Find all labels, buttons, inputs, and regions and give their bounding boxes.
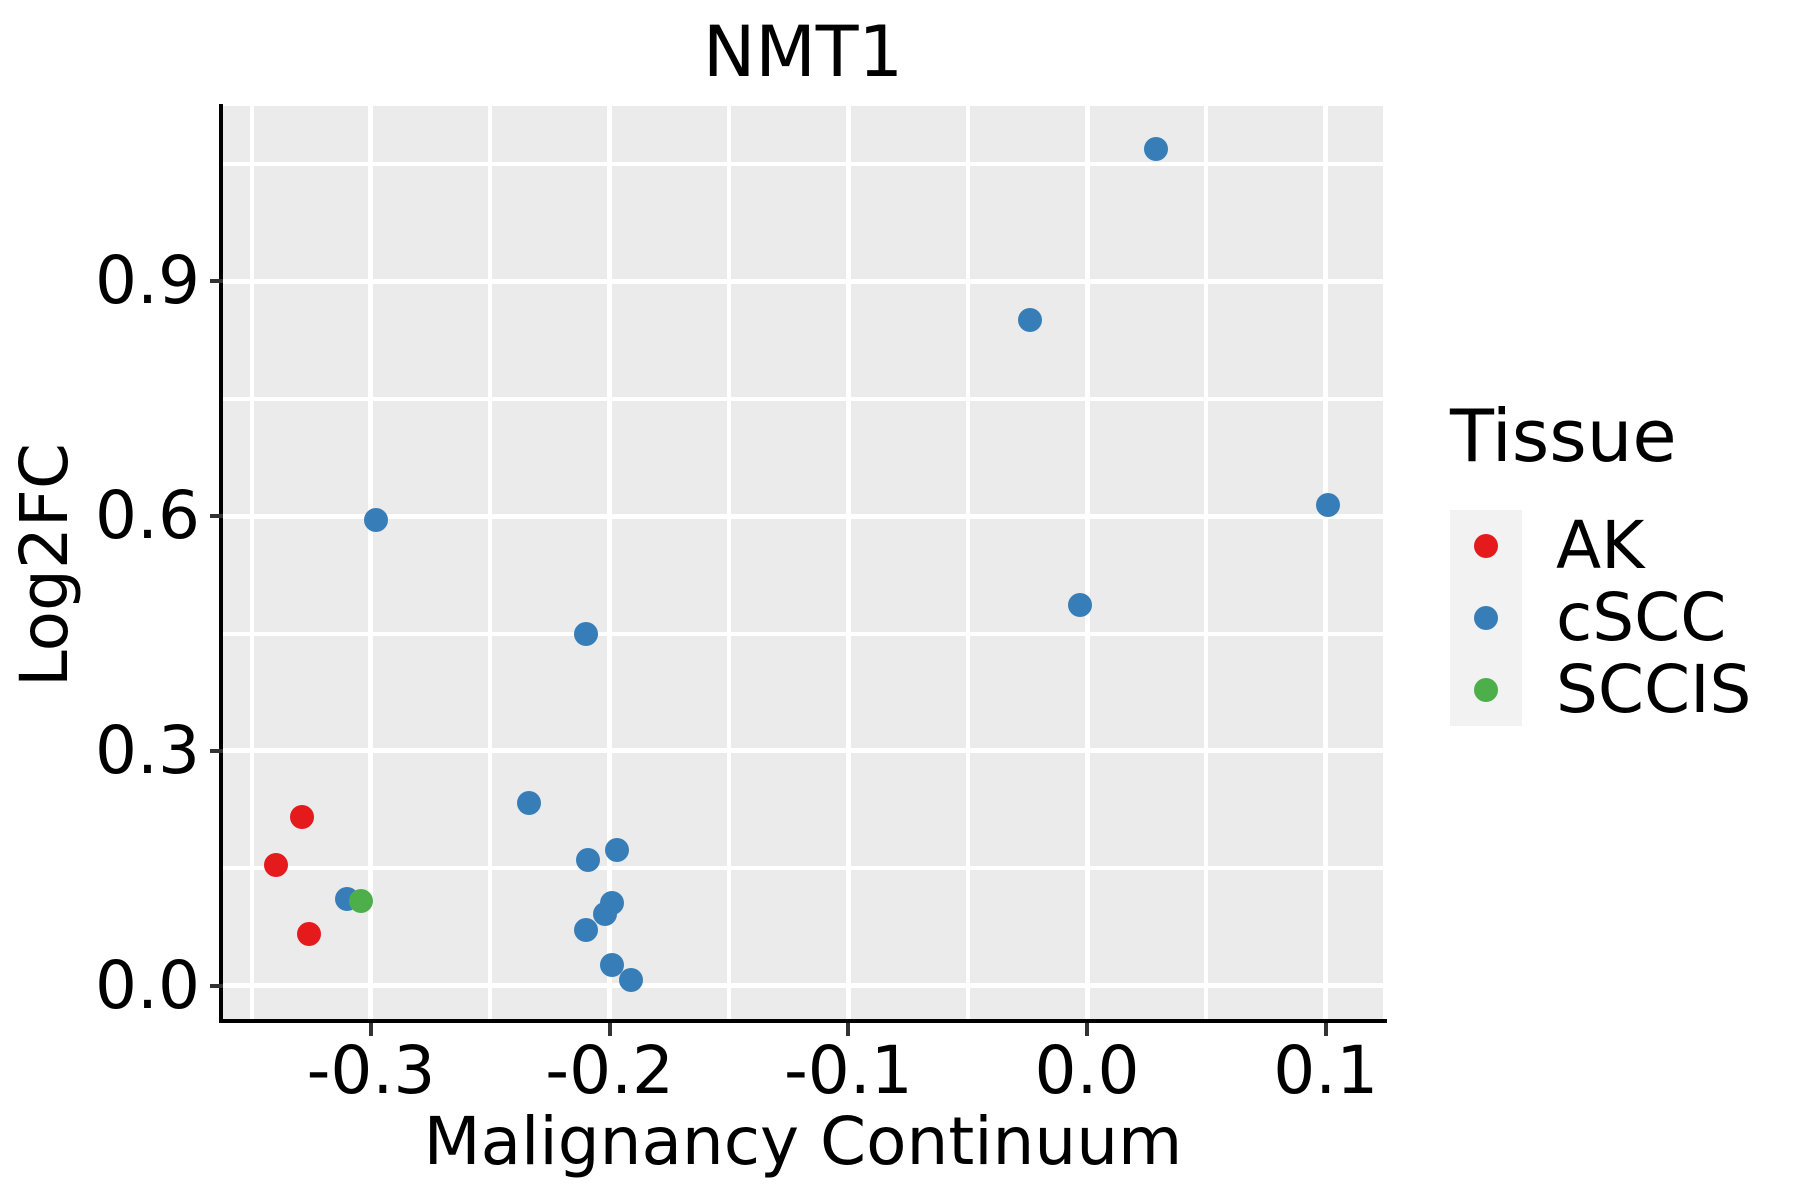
y-minor-gridline [223, 396, 1383, 401]
y-tick-label: 0.9 [95, 242, 200, 320]
x-tick-label: 0.1 [1273, 1032, 1379, 1109]
x-tick-mark [846, 1023, 851, 1036]
x-minor-gridline [965, 106, 970, 1021]
y-major-gridline [223, 278, 1383, 284]
data-point-cSCC [1316, 493, 1341, 518]
x-minor-gridline [488, 106, 493, 1021]
data-point-AK [263, 853, 288, 878]
x-major-gridline [1084, 106, 1090, 1021]
data-point-cSCC [576, 847, 601, 872]
legend-dot-icon [1474, 534, 1498, 558]
legend-items: AK cSCC SCCIS [1450, 510, 1751, 726]
y-axis-title: Log2FC [6, 443, 83, 687]
legend-key [1450, 510, 1522, 582]
legend-title: Tissue [1450, 394, 1677, 478]
y-tick-mark [210, 514, 223, 519]
x-minor-gridline [249, 106, 254, 1021]
x-tick-label: -0.2 [545, 1032, 675, 1109]
legend: Tissue AK cSCC SCCIS [1450, 400, 1751, 726]
legend-item-label: AK [1556, 507, 1645, 584]
x-tick-mark [607, 1023, 612, 1036]
y-axis-line [219, 104, 223, 1023]
data-point-cSCC [516, 790, 541, 815]
x-tick-label: -0.1 [783, 1032, 913, 1109]
y-minor-gridline [223, 866, 1383, 871]
legend-dot-icon [1474, 678, 1498, 702]
y-major-gridline [223, 513, 1383, 519]
y-tick-mark [210, 748, 223, 753]
y-tick-label: 0.6 [95, 477, 200, 555]
legend-key [1450, 654, 1522, 726]
y-tick-mark [210, 279, 223, 284]
x-tick-mark [368, 1023, 373, 1036]
y-tick-mark [210, 983, 223, 988]
data-point-cSCC [1144, 137, 1169, 162]
y-major-gridline [223, 748, 1383, 754]
data-point-cSCC [363, 508, 388, 533]
y-minor-gridline [223, 161, 1383, 166]
x-tick-mark [1323, 1023, 1328, 1036]
y-tick-label: 0.0 [95, 946, 200, 1024]
x-tick-label: 0.0 [1034, 1032, 1140, 1109]
data-point-cSCC [1067, 592, 1092, 617]
data-point-cSCC [573, 621, 598, 646]
data-point-cSCC [573, 918, 598, 943]
legend-item-label: SCCIS [1556, 651, 1752, 728]
x-major-gridline [845, 106, 851, 1021]
legend-item-label: cSCC [1556, 579, 1727, 656]
legend-key [1450, 582, 1522, 654]
x-tick-mark [1085, 1023, 1090, 1036]
data-point-cSCC [600, 890, 625, 915]
data-point-AK [289, 805, 314, 830]
x-major-gridline [1323, 106, 1329, 1021]
x-minor-gridline [1204, 106, 1209, 1021]
x-axis-title: Malignancy Continuum [423, 1103, 1183, 1180]
data-point-SCCIS [349, 889, 374, 914]
data-point-cSCC [619, 968, 644, 993]
x-minor-gridline [727, 106, 731, 1021]
x-major-gridline [607, 106, 613, 1021]
legend-dot-icon [1474, 606, 1498, 630]
data-point-cSCC [1017, 307, 1042, 332]
data-point-AK [296, 922, 321, 947]
x-tick-label: -0.3 [306, 1032, 436, 1109]
x-axis-line [219, 1019, 1387, 1023]
y-minor-gridline [223, 631, 1383, 636]
plot-title: NMT1 [702, 11, 904, 93]
legend-item-SCCIS: SCCIS [1450, 654, 1751, 726]
data-point-cSCC [604, 838, 629, 863]
y-tick-label: 0.3 [95, 711, 200, 789]
y-major-gridline [223, 983, 1383, 989]
legend-item-cSCC: cSCC [1450, 582, 1751, 654]
x-major-gridline [368, 106, 374, 1021]
legend-item-AK: AK [1450, 510, 1751, 582]
plot-panel [223, 106, 1383, 1021]
